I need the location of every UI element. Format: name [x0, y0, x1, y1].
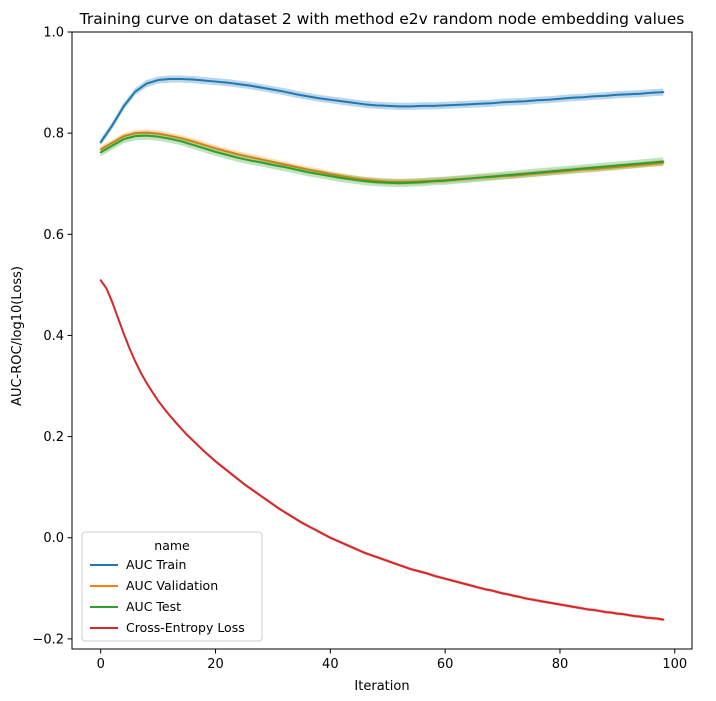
- y-tick-label: 1.0: [43, 26, 64, 41]
- axes-frame: [71, 31, 693, 650]
- x-tick-label: 20: [207, 657, 224, 672]
- y-axis: −0.2 0.0 0.2 0.4 0.6 0.8 1.0: [32, 26, 72, 647]
- series-line-1: [99, 131, 665, 183]
- legend-box: [81, 531, 263, 642]
- y-tick-label: 0.6: [43, 228, 64, 243]
- y-tick-label: 0.2: [43, 430, 64, 445]
- series-band-1: [100, 129, 664, 185]
- x-tick-label: 80: [552, 657, 569, 672]
- series-line-3: [99, 279, 665, 621]
- series-band-0: [100, 75, 664, 146]
- legend: name AUC Train AUC Validation AUC Test Cross…: [81, 531, 263, 642]
- x-axis-label: Iteration: [354, 679, 409, 694]
- x-tick-label: 40: [322, 657, 339, 672]
- legend-title: name: [154, 538, 190, 553]
- legend-entry-label: AUC Test: [126, 599, 181, 614]
- y-tick-label: −0.2: [32, 632, 64, 647]
- x-tick-label: 0: [97, 657, 105, 672]
- legend-entry-label: AUC Validation: [126, 578, 218, 593]
- y-tick-label: 0.4: [43, 329, 64, 344]
- x-axis: 0 20 40 60 80 100: [97, 649, 687, 672]
- x-tick-label: 60: [437, 657, 454, 672]
- y-tick-label: 0.8: [43, 127, 64, 142]
- plot-area: [71, 31, 693, 650]
- y-axis-label: AUC-ROC/log10(Loss): [10, 266, 25, 406]
- legend-entry-label: AUC Train: [126, 557, 186, 572]
- series-line-0: [99, 78, 665, 144]
- legend-entry-label: Cross-Entropy Loss: [126, 620, 245, 635]
- x-tick-label: 100: [662, 657, 687, 672]
- chart-title: Training curve on dataset 2 with method …: [79, 10, 685, 28]
- y-tick-label: 0.0: [43, 531, 64, 546]
- series-line-2: [99, 134, 665, 185]
